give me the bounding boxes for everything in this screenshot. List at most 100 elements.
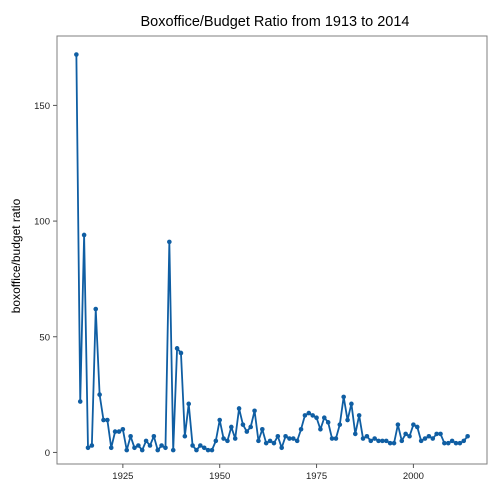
data-point xyxy=(457,440,463,446)
series-layer xyxy=(74,52,470,453)
data-point xyxy=(209,447,215,453)
data-point xyxy=(93,306,99,312)
data-point xyxy=(151,433,157,439)
data-point xyxy=(85,445,91,451)
data-point xyxy=(143,438,149,444)
data-point xyxy=(198,443,203,448)
y-tick-label: 150 xyxy=(34,101,50,112)
data-point xyxy=(399,438,405,444)
data-point xyxy=(213,438,219,444)
data-point xyxy=(380,438,385,444)
data-point xyxy=(349,401,354,407)
data-point xyxy=(364,433,370,439)
data-point xyxy=(271,440,277,446)
y-axis-title: boxoffice/budget ratio xyxy=(9,198,23,313)
data-point xyxy=(387,440,393,446)
data-point xyxy=(201,445,207,451)
data-point xyxy=(345,417,350,423)
data-point xyxy=(132,445,137,451)
axis-ticks: 1925 1950 1975 2000 0 50 100 150 xyxy=(34,101,424,482)
data-point xyxy=(194,447,199,453)
data-point xyxy=(112,429,118,434)
x-tick-label: 2000 xyxy=(403,471,424,482)
data-point xyxy=(170,447,176,453)
data-point xyxy=(77,399,83,404)
data-point xyxy=(190,443,195,448)
data-point xyxy=(383,438,389,444)
data-point xyxy=(407,433,412,439)
data-point xyxy=(329,436,335,441)
data-point xyxy=(341,394,346,400)
data-point xyxy=(411,422,416,427)
data-point xyxy=(395,422,401,427)
data-point xyxy=(108,445,114,451)
data-point xyxy=(159,443,164,448)
data-point xyxy=(298,426,304,432)
data-point xyxy=(252,408,257,414)
data-point xyxy=(81,232,87,238)
data-point xyxy=(236,406,242,411)
data-point xyxy=(275,433,281,439)
data-point xyxy=(279,445,284,451)
data-point xyxy=(182,433,188,439)
data-point xyxy=(453,440,459,446)
x-tick-label: 1925 xyxy=(112,471,133,482)
data-point xyxy=(325,420,331,425)
data-point xyxy=(294,438,300,444)
data-point xyxy=(221,436,226,441)
data-point xyxy=(205,447,211,453)
data-point xyxy=(120,426,126,432)
data-point xyxy=(449,438,455,444)
data-point xyxy=(147,443,153,448)
y-tick-label: 50 xyxy=(39,332,50,343)
data-point xyxy=(101,417,106,423)
data-point xyxy=(368,438,374,444)
data-point xyxy=(403,431,408,437)
data-point xyxy=(163,445,168,451)
data-point xyxy=(105,417,110,423)
data-point xyxy=(225,438,230,444)
data-point xyxy=(372,436,377,441)
data-point xyxy=(418,438,424,444)
y-tick-label: 100 xyxy=(34,217,50,228)
data-point xyxy=(260,426,265,432)
data-point xyxy=(128,433,133,439)
x-tick-label: 1950 xyxy=(209,471,230,482)
data-point xyxy=(178,350,184,356)
data-point xyxy=(356,413,362,418)
data-point xyxy=(89,443,95,448)
data-point xyxy=(240,422,246,427)
data-point xyxy=(438,431,443,437)
data-point xyxy=(352,431,358,437)
data-point xyxy=(136,443,141,448)
data-point xyxy=(229,424,234,430)
data-point xyxy=(287,436,292,441)
data-point xyxy=(302,413,308,418)
data-point xyxy=(124,447,130,453)
data-point xyxy=(430,436,436,441)
data-point xyxy=(376,438,381,444)
data-point xyxy=(97,392,102,397)
data-point xyxy=(442,440,447,446)
data-point xyxy=(248,424,253,430)
data-point xyxy=(310,413,315,418)
data-point xyxy=(461,438,467,444)
data-point xyxy=(445,440,451,446)
data-point xyxy=(263,440,269,446)
data-point xyxy=(465,433,470,439)
chart-title: Boxoffice/Budget Ratio from 1913 to 2014 xyxy=(141,14,410,30)
data-point xyxy=(256,438,261,444)
plot-panel-border xyxy=(56,35,488,465)
data-point xyxy=(186,401,192,407)
data-point xyxy=(139,447,145,453)
data-point xyxy=(422,436,428,441)
data-point xyxy=(244,429,250,434)
data-point xyxy=(217,417,223,423)
data-point xyxy=(426,433,432,439)
data-point xyxy=(434,431,439,437)
data-point xyxy=(167,239,172,245)
data-point xyxy=(174,346,180,351)
data-point xyxy=(333,436,339,441)
data-point xyxy=(391,440,397,446)
